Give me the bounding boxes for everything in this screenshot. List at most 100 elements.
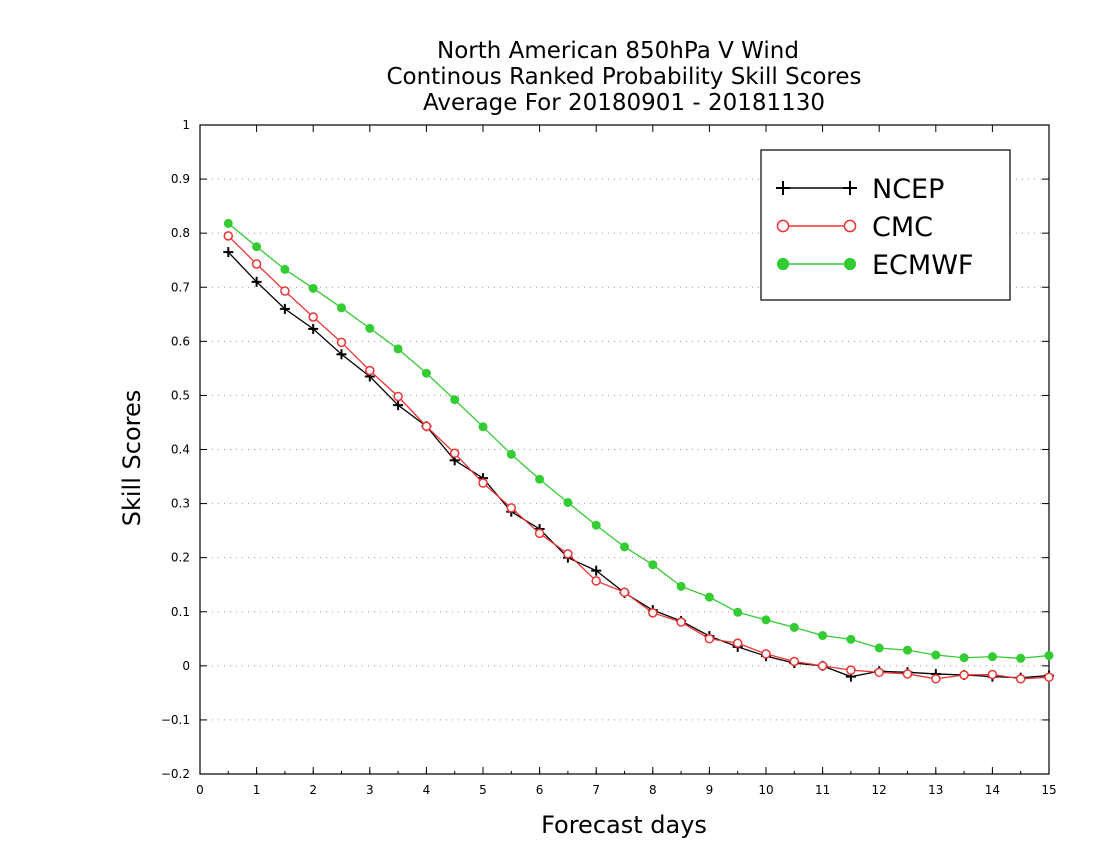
series-cmc (223, 231, 1054, 684)
data-point (987, 669, 998, 680)
data-point (535, 474, 545, 484)
x-tick-label: 7 (592, 783, 600, 797)
data-point (280, 264, 290, 274)
data-point (902, 669, 913, 679)
data-point (591, 520, 601, 530)
x-tick-label: 11 (815, 783, 830, 797)
data-point (1044, 651, 1054, 661)
data-point (959, 653, 969, 663)
x-tick-label: 8 (649, 783, 657, 797)
data-point (1016, 653, 1026, 663)
data-point (987, 652, 997, 662)
axis-ticks: −0.2−0.100.10.20.30.40.50.60.70.80.910 1 2… (161, 118, 1057, 797)
y-tick-label: 0.6 (171, 334, 190, 348)
data-point (421, 368, 431, 378)
data-point (252, 242, 262, 252)
x-tick-label: 15 (1041, 783, 1056, 797)
data-point (534, 528, 545, 539)
data-point (251, 259, 262, 269)
data-point (365, 365, 375, 376)
data-point (676, 617, 686, 627)
legend-label: NCEP (872, 174, 944, 205)
data-point (506, 449, 516, 459)
data-point (421, 421, 432, 431)
legend: NCEP CMC ECMWF (760, 149, 1011, 301)
data-point (903, 645, 912, 655)
data-point (761, 615, 771, 625)
data-point (365, 323, 375, 333)
x-tick-label: 5 (479, 783, 487, 797)
data-point (776, 257, 790, 271)
y-tick-label: −0.1 (161, 713, 190, 727)
data-point (337, 303, 346, 313)
data-point (280, 286, 290, 296)
data-point (393, 391, 403, 402)
series-layer (223, 218, 1054, 684)
y-tick-label: 0.9 (171, 172, 190, 186)
legend-label: CMC (872, 212, 933, 243)
y-tick-label: 0.4 (171, 443, 190, 457)
y-tick-label: 0.8 (171, 226, 190, 240)
y-tick-label: 0.2 (171, 551, 190, 565)
y-tick-label: 1 (182, 118, 190, 132)
data-point (846, 634, 856, 644)
x-tick-label: 1 (253, 783, 261, 797)
legend-entry-ecmwf: ECMWF (776, 250, 973, 281)
data-point (676, 581, 686, 591)
x-tick-label: 9 (706, 783, 714, 797)
x-tick-label: 4 (423, 783, 431, 797)
chart-title-line-1: North American 850hPa V Wind (437, 38, 799, 64)
x-tick-label: 3 (366, 783, 374, 797)
y-tick-label: 0.5 (171, 388, 190, 402)
data-point (620, 542, 629, 552)
data-point (393, 344, 403, 354)
x-tick-label: 12 (872, 783, 887, 797)
plot-frame (199, 124, 1050, 775)
series-ecmwf (223, 218, 1054, 663)
data-point (959, 670, 969, 680)
data-point (733, 607, 743, 617)
data-point (450, 395, 460, 405)
y-tick-label: −0.2 (161, 767, 190, 781)
data-point (591, 576, 601, 586)
data-point (846, 665, 856, 675)
chart-title-line-3: Average For 20180901 - 20181130 (423, 90, 825, 116)
data-point (648, 608, 658, 618)
data-point (843, 257, 857, 271)
data-point (619, 587, 630, 598)
y-tick-label: 0.1 (171, 605, 190, 619)
data-point (843, 219, 857, 233)
x-tick-label: 2 (309, 783, 317, 797)
data-point (704, 592, 714, 602)
data-point (761, 649, 771, 659)
data-point (789, 656, 800, 667)
data-point (817, 661, 828, 671)
legend-label: ECMWF (872, 250, 973, 281)
data-point (931, 650, 941, 660)
data-point (1015, 674, 1026, 684)
data-point (563, 549, 573, 559)
y-axis-label: Skill Scores (118, 390, 146, 527)
data-point (223, 231, 234, 241)
data-point (563, 498, 573, 508)
data-point (506, 503, 517, 513)
x-tick-label: 0 (196, 783, 204, 797)
chart-title-line-2: Continous Ranked Probability Skill Score… (386, 64, 861, 90)
y-tick-label: 0.7 (171, 280, 190, 294)
series-line (227, 222, 1050, 659)
data-point (874, 667, 884, 678)
data-point (478, 422, 488, 432)
x-axis-label: Forecast days (541, 811, 707, 839)
data-point (874, 643, 884, 653)
data-point (478, 478, 488, 488)
data-point (223, 218, 233, 228)
data-point (1044, 672, 1054, 682)
data-point (931, 674, 941, 684)
data-point (818, 631, 828, 641)
data-point (776, 219, 790, 233)
data-point (308, 312, 318, 322)
series-line (227, 251, 1050, 679)
x-tick-label: 6 (536, 783, 544, 797)
data-point (704, 634, 715, 644)
